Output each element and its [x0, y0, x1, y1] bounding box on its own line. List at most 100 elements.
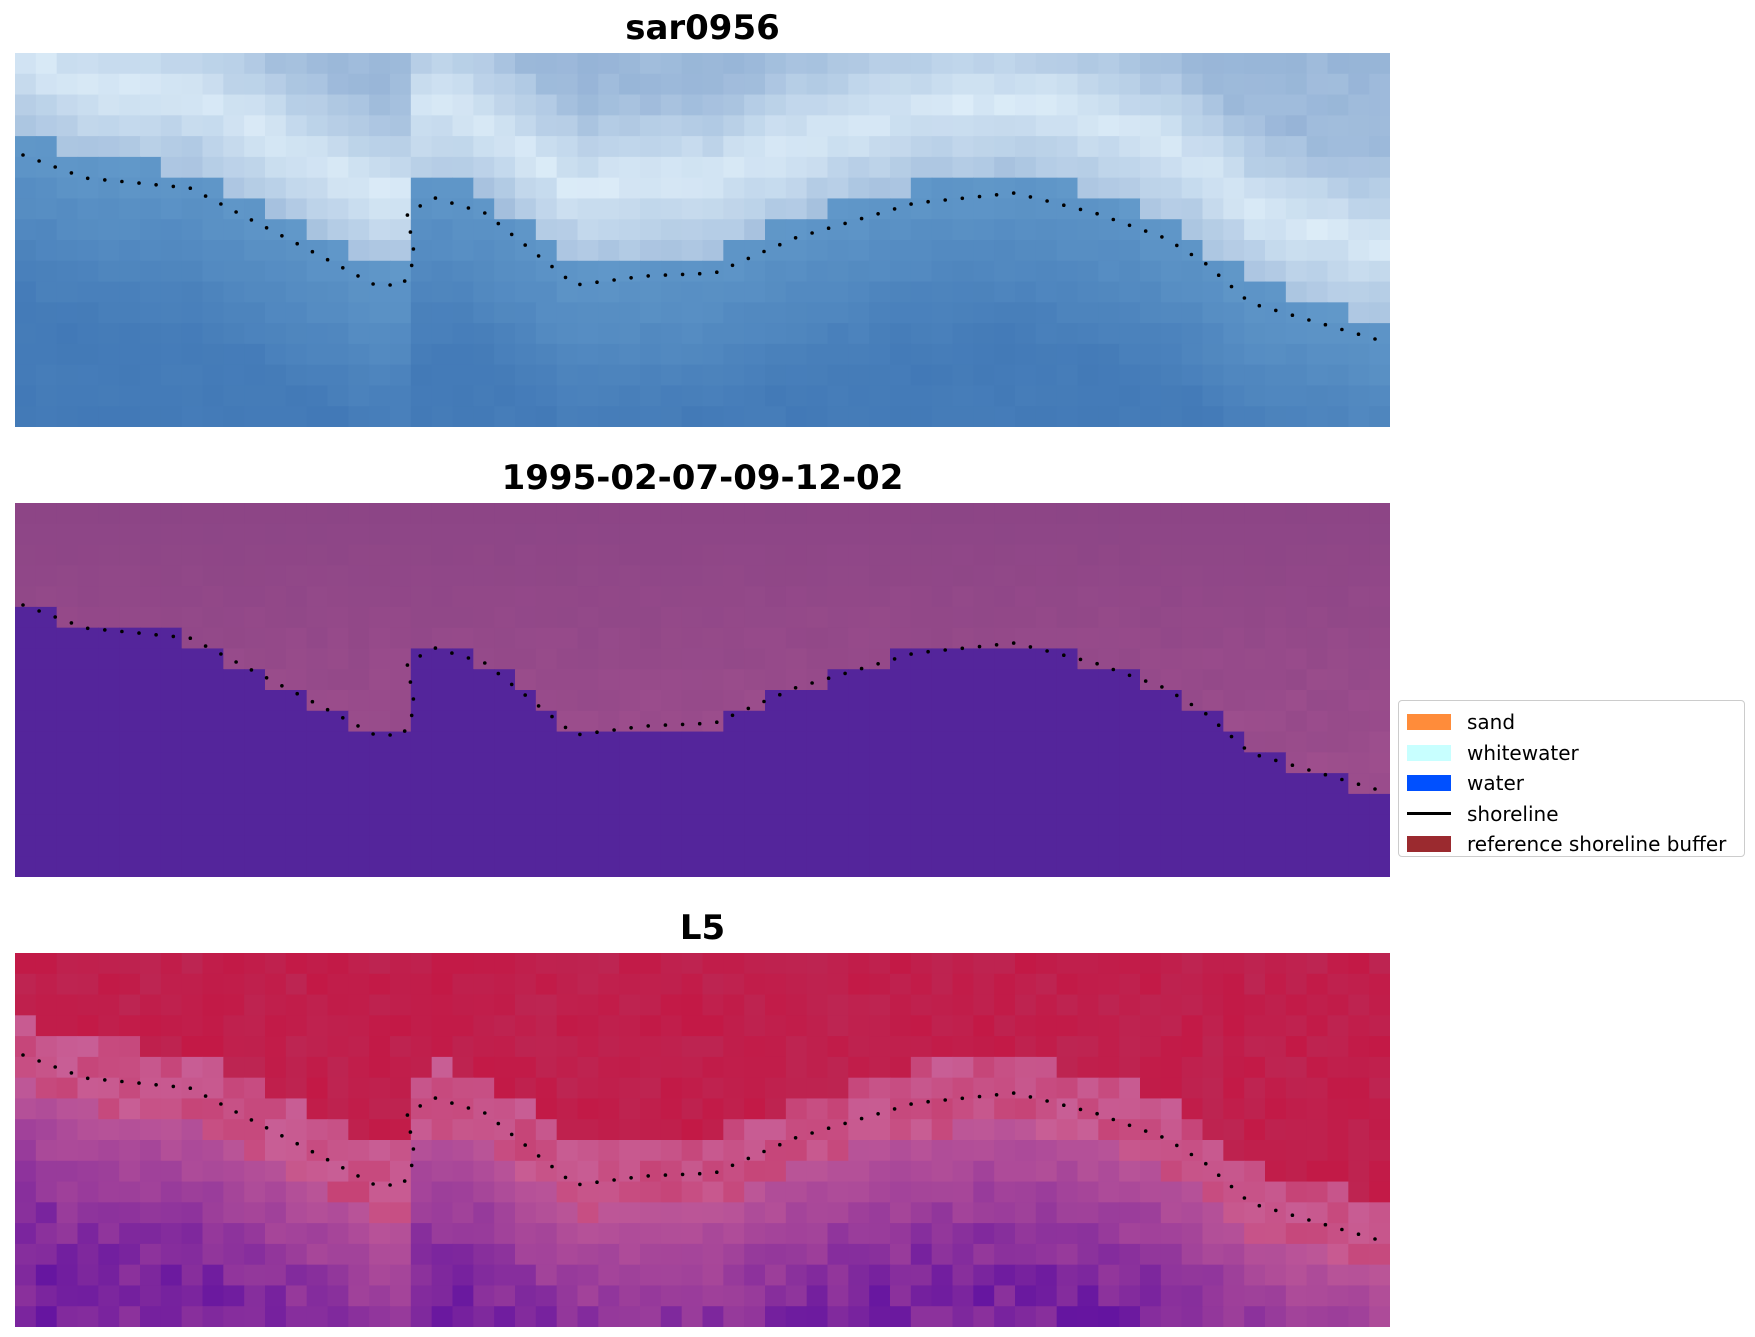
pixel: [598, 1098, 620, 1120]
pixel: [994, 1160, 1016, 1183]
pixel: [1119, 606, 1141, 629]
pixel: [973, 627, 995, 650]
pixel: [640, 94, 662, 116]
shoreline-dot: [402, 1179, 407, 1183]
pixel: [1327, 343, 1349, 366]
pixel: [1098, 973, 1120, 996]
pixel: [1015, 1015, 1037, 1037]
pixel: [1285, 177, 1308, 200]
shoreline-dot: [746, 706, 751, 711]
pixel: [931, 1306, 954, 1327]
pixel: [515, 156, 537, 179]
shoreline-dot: [523, 243, 527, 247]
pixel: [681, 606, 704, 629]
pixel: [1160, 648, 1183, 670]
pixel: [973, 994, 995, 1016]
pixel: [640, 669, 662, 691]
pixel: [306, 669, 329, 691]
pixel: [1306, 1056, 1329, 1079]
pixel: [1035, 156, 1058, 179]
pixel: [390, 773, 412, 795]
pixel: [15, 1140, 37, 1162]
pixel: [765, 1160, 787, 1183]
pixel: [1015, 835, 1037, 857]
pixel: [806, 690, 829, 712]
pixel: [1181, 177, 1204, 200]
shoreline-dot: [1175, 243, 1179, 248]
pixel: [1119, 690, 1141, 712]
pixel: [1306, 1306, 1329, 1327]
pixel: [327, 994, 349, 1016]
pixel: [98, 1056, 120, 1079]
pixel: [1306, 1243, 1329, 1266]
pixel: [181, 1015, 204, 1037]
shoreline-dot: [926, 649, 930, 654]
pixel: [15, 385, 37, 407]
pixel: [1056, 1243, 1079, 1266]
pixel: [973, 1285, 995, 1307]
pixel: [640, 73, 662, 96]
pixel: [1140, 814, 1162, 837]
shoreline-dot: [483, 211, 487, 215]
pixel: [56, 835, 79, 857]
pixel: [1035, 198, 1058, 220]
pixel: [1223, 136, 1245, 158]
pixel: [202, 856, 224, 877]
pixel: [1119, 1140, 1141, 1162]
pixel: [890, 219, 912, 241]
pixel: [702, 156, 724, 179]
pixel: [285, 565, 308, 587]
pixel: [869, 973, 891, 996]
shoreline-dot: [1356, 332, 1361, 337]
shoreline-dot: [663, 273, 668, 277]
pixel: [77, 994, 99, 1016]
pixel: [848, 544, 870, 566]
pixel: [1306, 115, 1329, 137]
pixel: [285, 710, 308, 733]
pixel: [160, 1015, 183, 1037]
pixel: [160, 1077, 183, 1100]
pixel: [1160, 343, 1183, 366]
pixel: [890, 814, 912, 837]
pixel: [327, 793, 349, 816]
pixel: [473, 219, 495, 241]
shoreline-dot: [697, 271, 702, 276]
pixel: [827, 814, 849, 837]
pixel: [285, 198, 308, 220]
pixel: [952, 364, 974, 387]
pixel: [890, 1140, 912, 1162]
pixel: [390, 606, 412, 629]
pixel: [285, 323, 308, 345]
pixel: [140, 1243, 162, 1266]
pixel: [119, 177, 141, 200]
pixel: [848, 219, 870, 241]
shoreline-dot: [1290, 763, 1295, 767]
pixel: [285, 73, 308, 96]
pixel: [1265, 343, 1287, 366]
pixel: [160, 565, 183, 587]
pixel: [806, 565, 829, 587]
pixel: [806, 198, 829, 220]
pixel: [1244, 953, 1266, 975]
pixel: [306, 1160, 329, 1183]
pixel: [223, 544, 245, 566]
pixel: [1265, 364, 1287, 387]
pixel: [306, 1181, 329, 1203]
shoreline-dot: [388, 283, 392, 287]
pixel: [1369, 302, 1390, 324]
pixel: [890, 1015, 912, 1037]
pixel: [306, 115, 329, 137]
pixel: [1119, 1015, 1141, 1037]
pixel: [494, 1306, 516, 1327]
pixel: [1077, 364, 1099, 387]
pixel: [1119, 793, 1141, 816]
pixel: [806, 1223, 829, 1245]
pixel: [660, 544, 683, 566]
pixel: [410, 1098, 433, 1120]
pixel: [702, 1036, 724, 1058]
pixel: [1077, 773, 1099, 795]
pixel: [785, 302, 808, 324]
pixel: [619, 565, 641, 587]
pixel: [306, 177, 329, 200]
pixel: [1077, 73, 1099, 96]
